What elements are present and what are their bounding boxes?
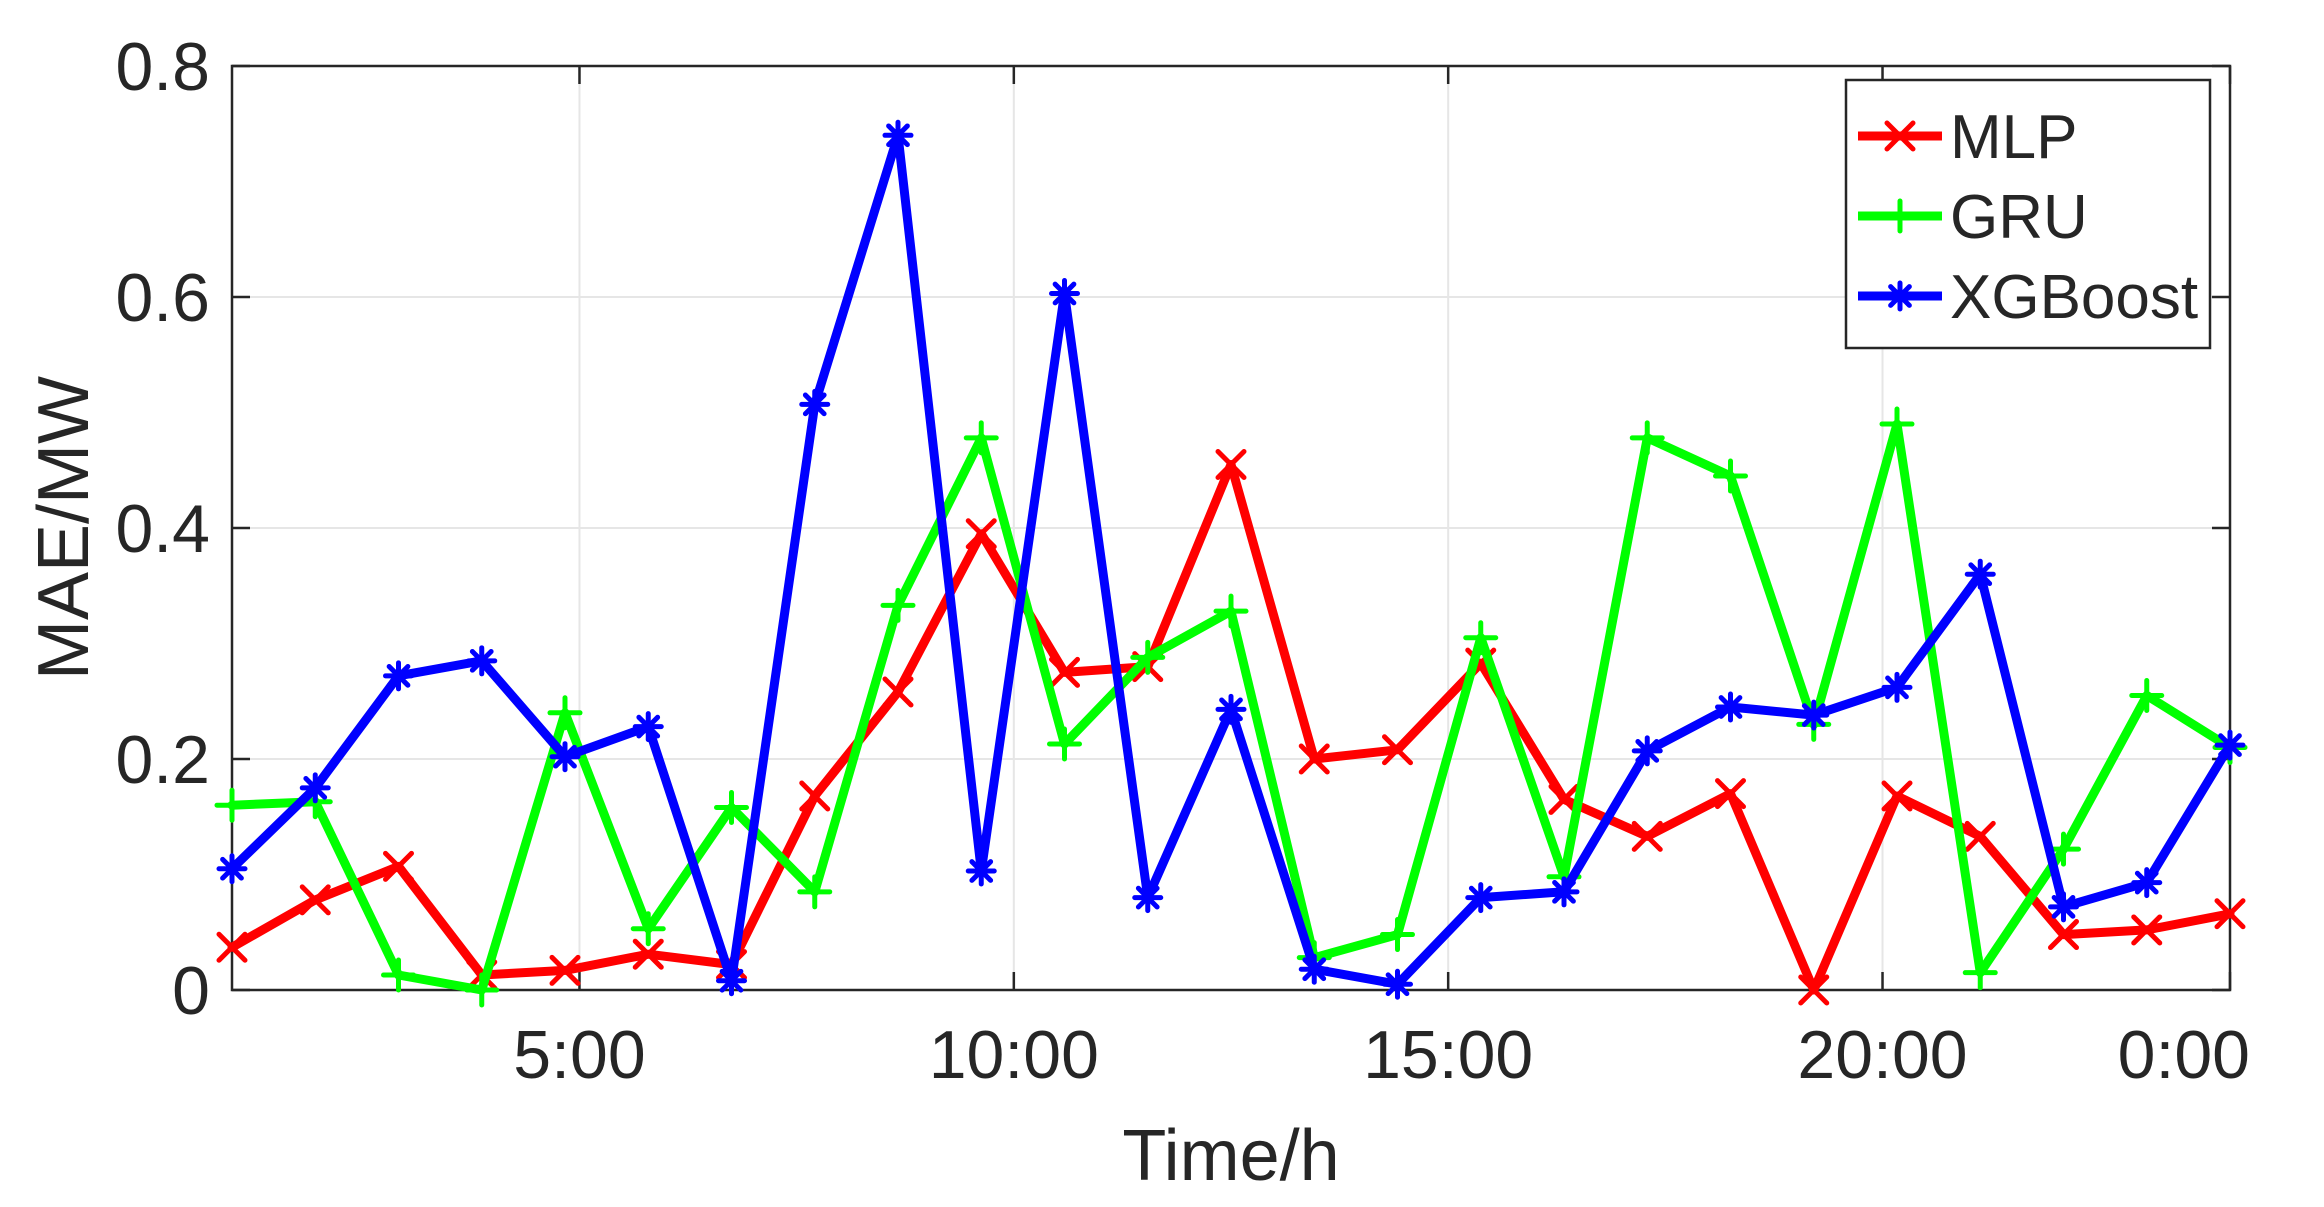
data-point-xgboost bbox=[466, 645, 498, 677]
data-point-xgboost bbox=[632, 711, 664, 743]
data-point-xgboost bbox=[799, 388, 831, 420]
data-point-xgboost bbox=[1548, 876, 1580, 908]
y-tick-label: 0.4 bbox=[115, 491, 210, 567]
data-point-mlp bbox=[965, 518, 997, 550]
tick-labels: 0 0.2 0.4 0.6 0.8 5:00 10:00 15:00 20:00 0:00 bbox=[115, 29, 2250, 1093]
data-point-gru bbox=[1130, 639, 1166, 675]
legend-marker bbox=[1884, 280, 1916, 312]
data-point-xgboost bbox=[1132, 882, 1164, 914]
data-point-xgboost bbox=[1049, 278, 1080, 310]
data-point-xgboost bbox=[716, 965, 747, 997]
legend-item: XGBoost bbox=[1858, 263, 2198, 332]
series-layer bbox=[214, 119, 2248, 1008]
data-point-xgboost bbox=[1215, 693, 1247, 725]
data-point-gru bbox=[464, 972, 500, 1008]
x-tick-label: 10:00 bbox=[929, 1017, 1099, 1093]
data-point-gru bbox=[1713, 458, 1748, 494]
data-point-mlp bbox=[1798, 974, 1830, 1006]
data-point-xgboost bbox=[2048, 891, 2079, 923]
y-axis-label: MAE/MW bbox=[24, 376, 104, 680]
data-point-gru bbox=[1879, 406, 1915, 442]
data-point-xgboost bbox=[965, 855, 997, 887]
data-point-xgboost bbox=[549, 741, 581, 773]
data-point-xgboost bbox=[1631, 735, 1663, 767]
data-point-xgboost bbox=[1798, 699, 1830, 731]
data-point-mlp bbox=[216, 931, 248, 963]
data-point-mlp bbox=[383, 850, 414, 882]
y-tick-label: 0.2 bbox=[115, 722, 210, 798]
data-point-xgboost bbox=[299, 772, 331, 804]
data-point-gru bbox=[2129, 677, 2165, 713]
legend-label: MLP bbox=[1950, 103, 2077, 172]
legend-marker bbox=[1884, 120, 1916, 152]
data-point-gru bbox=[547, 695, 583, 731]
data-point-gru bbox=[1629, 420, 1665, 456]
data-point-mlp bbox=[1049, 656, 1080, 688]
data-point-mlp bbox=[1631, 820, 1663, 852]
series-gru bbox=[214, 406, 2248, 1008]
data-point-gru bbox=[1380, 917, 1415, 953]
data-point-xgboost bbox=[1382, 968, 1413, 1000]
legend-item: MLP bbox=[1858, 103, 2077, 172]
data-point-gru bbox=[797, 874, 833, 910]
x-tick-label: 0:00 bbox=[2118, 1017, 2250, 1093]
data-point-gru bbox=[714, 790, 749, 826]
y-tick-label: 0 bbox=[172, 953, 210, 1029]
data-point-mlp bbox=[799, 780, 831, 812]
data-point-gru bbox=[1047, 726, 1082, 762]
data-point-gru bbox=[381, 957, 416, 993]
data-point-mlp bbox=[1881, 780, 1913, 812]
y-tick-label: 0.6 bbox=[115, 260, 210, 336]
data-point-mlp bbox=[2131, 914, 2163, 946]
x-tick-label: 5:00 bbox=[513, 1017, 645, 1093]
data-point-xgboost bbox=[1298, 953, 1330, 985]
data-point-xgboost bbox=[882, 119, 914, 151]
legend-marker bbox=[1882, 198, 1918, 234]
data-point-xgboost bbox=[383, 660, 414, 692]
data-point-mlp bbox=[1964, 820, 1996, 852]
data-point-gru bbox=[880, 587, 916, 623]
x-tick-label: 15:00 bbox=[1363, 1017, 1533, 1093]
data-point-mlp bbox=[2214, 898, 2246, 930]
data-point-xgboost bbox=[1964, 558, 1996, 590]
data-point-mlp bbox=[2048, 919, 2079, 951]
y-tick-label: 0.8 bbox=[115, 29, 210, 105]
data-point-xgboost bbox=[1715, 691, 1746, 723]
data-point-xgboost bbox=[2214, 729, 2246, 761]
data-point-mlp bbox=[299, 884, 331, 916]
legend-label: XGBoost bbox=[1950, 263, 2198, 332]
data-point-xgboost bbox=[1465, 882, 1497, 914]
data-point-gru bbox=[963, 420, 999, 456]
data-point-mlp bbox=[1715, 778, 1746, 810]
data-point-mlp bbox=[882, 676, 914, 708]
data-point-gru bbox=[1213, 593, 1249, 629]
legend-item: GRU bbox=[1858, 183, 2088, 252]
data-point-mlp bbox=[549, 954, 581, 986]
x-axis-label: Time/h bbox=[1122, 1116, 1339, 1196]
legend-label: GRU bbox=[1950, 183, 2088, 252]
series-xgboost bbox=[216, 119, 2246, 1000]
data-point-gru bbox=[214, 787, 250, 823]
series-line-mlp bbox=[227, 460, 2235, 995]
data-point-mlp bbox=[1215, 448, 1247, 480]
data-point-mlp bbox=[1382, 734, 1413, 766]
data-point-mlp bbox=[632, 938, 664, 970]
x-tick-label: 20:00 bbox=[1797, 1017, 1967, 1093]
legend: MLP GRU XGBoost bbox=[1844, 78, 2212, 350]
data-point-gru bbox=[1962, 955, 1998, 991]
data-point-xgboost bbox=[2131, 867, 2163, 899]
data-point-mlp bbox=[1298, 743, 1330, 775]
data-point-xgboost bbox=[216, 853, 248, 885]
data-point-xgboost bbox=[1881, 671, 1913, 703]
data-point-gru bbox=[630, 911, 666, 947]
data-point-gru bbox=[1463, 620, 1499, 656]
axes-layer bbox=[230, 64, 2232, 992]
